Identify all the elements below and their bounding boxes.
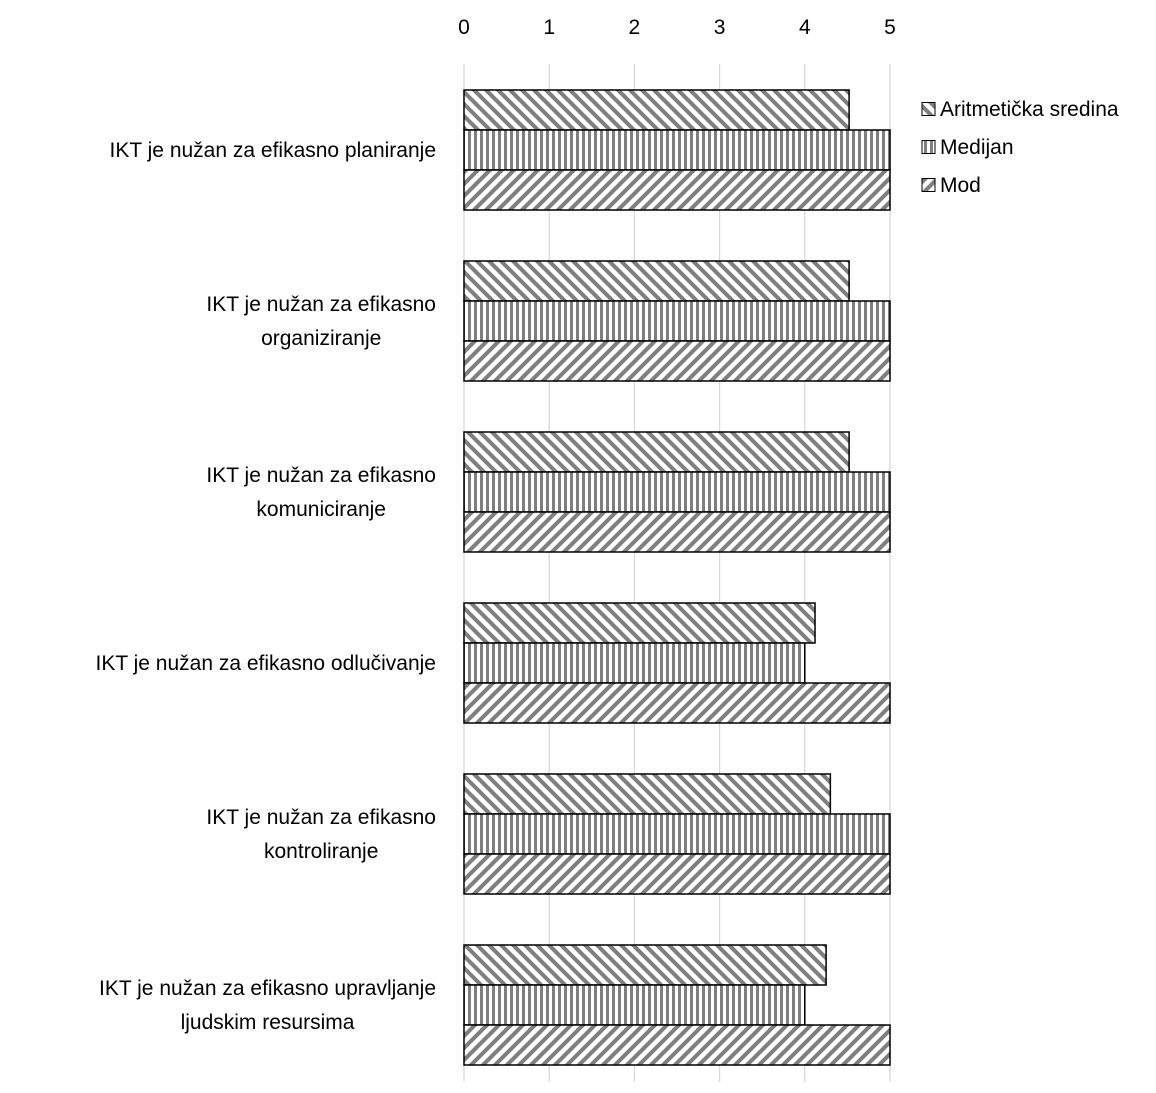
bar-aritmeti-ka-sredina-5 bbox=[463, 944, 827, 986]
bar-medijan-0 bbox=[463, 129, 891, 171]
bar-aritmeti-ka-sredina-4 bbox=[463, 773, 832, 815]
x-tick-label: 3 bbox=[714, 16, 726, 39]
gridlines bbox=[463, 64, 891, 1082]
legend-label: Aritmetička sredina bbox=[940, 98, 1119, 121]
category-label: kontroliranje bbox=[264, 840, 378, 863]
category-label: IKT je nužan za efikasno planiranje bbox=[110, 139, 436, 162]
category-label: IKT je nužan za efikasno upravljanje bbox=[99, 977, 436, 1000]
bar-mod-2 bbox=[463, 511, 891, 553]
bar-aritmeti-ka-sredina-1 bbox=[463, 260, 850, 302]
legend-swatch bbox=[921, 178, 936, 192]
bars bbox=[463, 89, 891, 1066]
bar-mod-0 bbox=[463, 169, 891, 211]
legend-label: Medijan bbox=[940, 136, 1014, 159]
legend: Aritmetička sredina Medijan Mod bbox=[921, 98, 1119, 197]
legend-swatch bbox=[921, 140, 936, 154]
x-tick-label: 1 bbox=[543, 16, 555, 39]
bar-aritmeti-ka-sredina-2 bbox=[463, 431, 850, 473]
bar-mod-3 bbox=[463, 682, 891, 724]
legend-swatch bbox=[921, 102, 936, 116]
x-tick-label: 5 bbox=[884, 16, 896, 39]
category-labels: IKT je nužan za efikasno planiranje IKT j… bbox=[96, 139, 437, 1034]
category-label: ljudskim resursima bbox=[181, 1011, 355, 1034]
bar-medijan-4 bbox=[463, 813, 891, 855]
category-label: IKT je nužan za efikasno odlučivanje bbox=[96, 652, 437, 675]
category-label: IKT je nužan za efikasno bbox=[206, 464, 436, 487]
bar-medijan-5 bbox=[463, 984, 806, 1026]
bar-mod-5 bbox=[463, 1024, 891, 1066]
bar-aritmeti-ka-sredina-3 bbox=[463, 602, 816, 644]
x-axis-ticks: 0 1 2 3 4 5 bbox=[458, 16, 896, 39]
category-label: IKT je nužan za efikasno bbox=[206, 293, 436, 316]
bar-mod-1 bbox=[463, 340, 891, 382]
x-tick-label: 4 bbox=[799, 16, 811, 39]
category-label: komuniciranje bbox=[256, 498, 386, 521]
category-label: organiziranje bbox=[261, 327, 381, 350]
category-label: IKT je nužan za efikasno bbox=[206, 806, 436, 829]
bar-mod-4 bbox=[463, 853, 891, 895]
x-tick-label: 0 bbox=[458, 16, 470, 39]
x-tick-label: 2 bbox=[629, 16, 641, 39]
bar-aritmeti-ka-sredina-0 bbox=[463, 89, 850, 131]
legend-label: Mod bbox=[940, 174, 981, 197]
bar-medijan-1 bbox=[463, 300, 891, 342]
bar-medijan-2 bbox=[463, 471, 891, 513]
bar-medijan-3 bbox=[463, 642, 806, 684]
